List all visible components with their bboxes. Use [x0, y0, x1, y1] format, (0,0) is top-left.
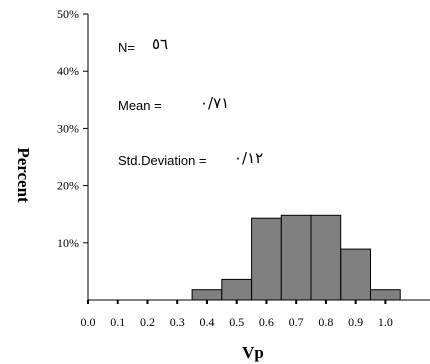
x-ticks-group: 0.0 0.1 0.2 0.3 0.4 0.5 0.6 0.7 0.8 0.9 1.0 — [81, 300, 393, 329]
axes-group — [87, 14, 430, 301]
x-tick-label: 0.6 — [259, 315, 274, 329]
mean-label: Mean = — [118, 98, 162, 113]
std-deviation-label: Std.Deviation = — [118, 153, 207, 168]
y-tick-label: 30% — [57, 121, 79, 135]
y-tick-label: 40% — [57, 64, 79, 78]
x-tick-label: 1.0 — [378, 315, 393, 329]
y-tick-label: 10% — [57, 236, 79, 250]
y-tick-label: 20% — [57, 179, 79, 193]
histogram-bar-3 — [280, 214, 312, 301]
histogram-bar-0 — [191, 289, 223, 301]
histogram-bar-1 — [221, 278, 253, 301]
x-tick-label: 0.2 — [140, 315, 155, 329]
y-tick-label: 50% — [57, 7, 79, 21]
x-tick-label: 0.8 — [318, 315, 333, 329]
y-axis-title: Percent — [14, 147, 33, 203]
x-tick-label: 0.7 — [289, 315, 304, 329]
mean-value: ٠/٧١ — [200, 94, 229, 112]
x-tick-label: 0.9 — [348, 315, 363, 329]
bars-group — [191, 214, 401, 301]
histogram-bar-2 — [251, 217, 282, 301]
x-tick-label: 0.1 — [110, 315, 125, 329]
x-tick-label: 0.5 — [229, 315, 244, 329]
histogram-bar-4 — [310, 214, 342, 301]
x-tick-label: 0.4 — [199, 315, 214, 329]
n-label: N= — [118, 40, 135, 55]
n-value: ٥٦ — [152, 35, 168, 53]
histogram-bar-5 — [340, 248, 371, 301]
x-axis-title: Vp — [242, 343, 264, 362]
x-tick-label: 0.3 — [170, 315, 185, 329]
histogram-bar-6 — [370, 289, 401, 301]
std-deviation-value: ٠/١٢ — [234, 149, 263, 167]
y-ticks-group: 10% 20% 30% 40% 50% — [57, 7, 88, 250]
x-tick-label: 0.0 — [81, 315, 96, 329]
